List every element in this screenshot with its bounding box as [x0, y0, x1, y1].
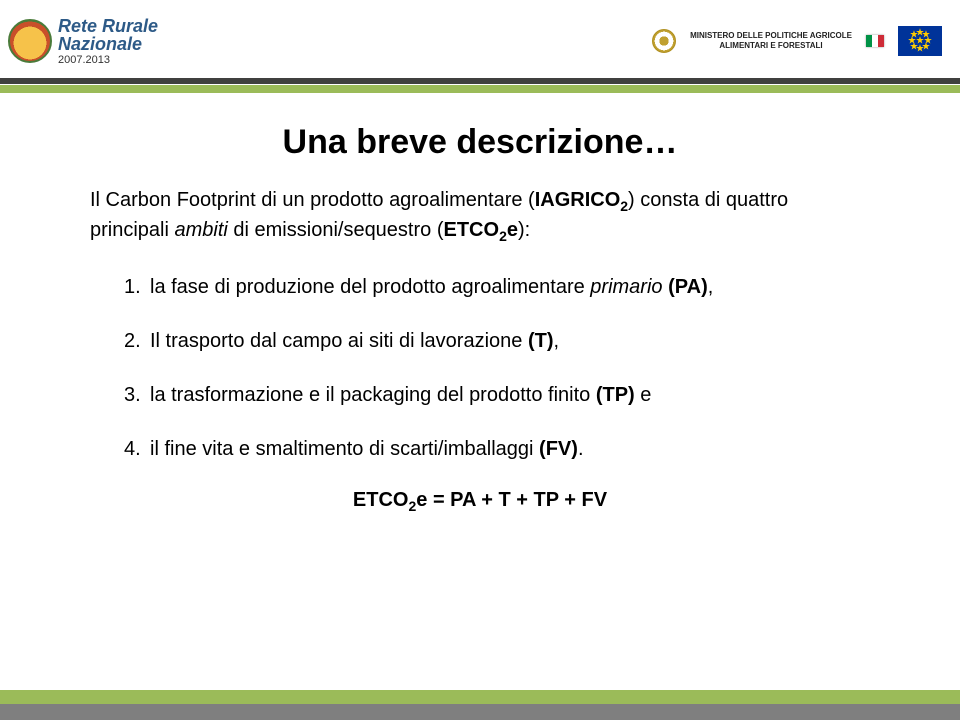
item-bold: (TP)	[596, 384, 635, 406]
ministry-label: MINISTERO DELLE POLITICHE AGRICOLE ALIME…	[690, 31, 852, 50]
item-pre: la trasformazione e il packaging del pro…	[150, 384, 596, 406]
item-tail: e	[635, 384, 652, 406]
item-bold: (T)	[528, 330, 554, 352]
band-green-top	[0, 85, 960, 93]
intro-post: di emissioni/sequestro (	[228, 219, 444, 241]
slide-title: Una breve descrizione…	[90, 123, 870, 162]
formula-post: e = PA + T + TP + FV	[416, 489, 607, 511]
slide-content: Una breve descrizione… Il Carbon Footpri…	[0, 93, 960, 514]
item-number: 2.	[124, 327, 150, 355]
ministry-line1: MINISTERO DELLE POLITICHE AGRICOLE	[690, 31, 852, 41]
item-tail: .	[578, 438, 584, 460]
ministry-line2: ALIMENTARI E FORESTALI	[690, 41, 852, 51]
intro-bold3: e	[507, 219, 518, 241]
item-tail: ,	[554, 330, 560, 352]
intro-bold1: IAGRICO	[535, 189, 621, 211]
header-right: MINISTERO DELLE POLITICHE AGRICOLE ALIME…	[652, 26, 942, 56]
band-dark	[0, 78, 960, 84]
logo-years: 2007.2013	[58, 55, 158, 66]
intro-em: ambiti	[174, 219, 227, 241]
list-item: 4.il fine vita e smaltimento di scarti/i…	[124, 435, 870, 463]
item-bold: (PA)	[668, 276, 708, 298]
list-item: 3.la trasformazione e il packaging del p…	[124, 381, 870, 409]
list-item: 1.la fase di produzione del prodotto agr…	[124, 273, 870, 301]
intro-bold2: ETCO	[444, 219, 500, 241]
italy-emblem-icon	[652, 29, 676, 53]
rrn-logo-icon	[8, 19, 52, 63]
band-green-bottom	[0, 690, 960, 704]
items-list: 1.la fase di produzione del prodotto agr…	[90, 273, 870, 463]
item-pre: Il trasporto dal campo ai siti di lavora…	[150, 330, 528, 352]
header-left: Rete Rurale Nazionale 2007.2013	[8, 17, 158, 66]
rrn-logo-text: Rete Rurale Nazionale 2007.2013	[58, 17, 158, 66]
intro-sub1: 2	[620, 198, 628, 214]
formula-pre: ETCO	[353, 489, 409, 511]
eu-flag-icon	[898, 26, 942, 56]
item-number: 4.	[124, 435, 150, 463]
italy-flag-icon	[866, 35, 884, 47]
item-number: 3.	[124, 381, 150, 409]
intro-end: ):	[518, 219, 530, 241]
intro-paragraph: Il Carbon Footprint di un prodotto agroa…	[90, 186, 870, 247]
item-em: primario	[590, 276, 662, 298]
band-grey-bottom	[0, 704, 960, 720]
item-pre: la fase di produzione del prodotto agroa…	[150, 276, 590, 298]
logo-line2: Nazionale	[58, 35, 158, 53]
item-number: 1.	[124, 273, 150, 301]
logo-line1: Rete Rurale	[58, 17, 158, 35]
intro-sub2: 2	[499, 228, 507, 244]
item-bold: (FV)	[539, 438, 578, 460]
slide-header: Rete Rurale Nazionale 2007.2013 MINISTER…	[0, 0, 960, 78]
intro-pre: Il Carbon Footprint di un prodotto agroa…	[90, 189, 535, 211]
list-item: 2.Il trasporto dal campo ai siti di lavo…	[124, 327, 870, 355]
item-tail: ,	[708, 276, 714, 298]
formula: ETCO2e = PA + T + TP + FV	[90, 489, 870, 514]
slide-footer	[0, 690, 960, 720]
item-pre: il fine vita e smaltimento di scarti/imb…	[150, 438, 539, 460]
